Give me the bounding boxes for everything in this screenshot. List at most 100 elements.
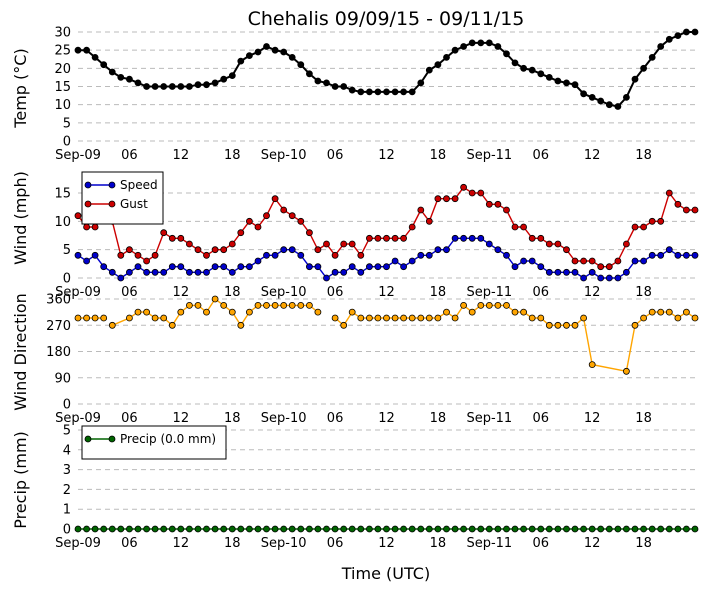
data-point — [245, 263, 253, 271]
data-point — [623, 268, 630, 276]
data-point — [400, 263, 408, 271]
data-point — [691, 525, 699, 533]
data-point — [554, 240, 562, 248]
data-point — [228, 72, 236, 79]
data-point — [177, 263, 185, 271]
data-point — [357, 314, 365, 322]
data-point — [494, 525, 502, 533]
y-axis-label: Wind Direction — [11, 293, 30, 411]
y-tick-label: 25 — [54, 44, 71, 59]
data-point — [511, 525, 519, 533]
data-point — [228, 240, 236, 248]
legend-marker — [84, 200, 92, 208]
x-tick-label: 18 — [635, 536, 652, 551]
data-point — [297, 251, 305, 259]
data-point — [434, 195, 442, 203]
y-tick-label: 1 — [63, 503, 71, 518]
data-point — [134, 79, 142, 87]
data-point — [91, 223, 99, 231]
data-point — [511, 223, 519, 231]
x-tick-label: 12 — [173, 536, 190, 551]
y-tick-label: 3 — [63, 463, 71, 478]
data-point — [417, 314, 425, 322]
y-axis-label: Precip (mm) — [11, 431, 30, 529]
data-point — [520, 257, 527, 265]
data-point — [451, 525, 459, 533]
data-point — [571, 268, 579, 276]
data-point — [151, 83, 159, 90]
data-point — [194, 301, 202, 309]
data-point — [160, 268, 168, 276]
y-tick-label: 0 — [63, 398, 71, 413]
data-point — [365, 314, 373, 322]
data-point — [614, 274, 622, 282]
data-point — [443, 308, 450, 316]
data-point — [151, 525, 159, 533]
data-point — [280, 301, 288, 309]
x-tick-label: 18 — [224, 148, 241, 163]
data-point — [400, 88, 408, 96]
x-tick-label: 18 — [224, 285, 241, 300]
data-point — [597, 97, 605, 105]
panel-3: Wind Direction 0 90 180 270 360 Sep-09 06 12 18 Se… — [11, 293, 699, 426]
panel-1: Temp (°C) 0 5 10 15 20 25 30 Sep-09 06 12 18 Sep-10 0… — [11, 26, 699, 163]
data-point — [597, 274, 605, 282]
legend-label: Precip (0.0 mm) — [120, 432, 216, 446]
data-point — [160, 229, 168, 237]
legend-label: Speed — [120, 178, 158, 192]
data-point — [468, 189, 476, 197]
data-point — [563, 268, 570, 276]
data-point — [425, 217, 433, 225]
chart-title: Chehalis 09/09/15 - 09/11/15 — [248, 8, 525, 30]
data-point — [228, 308, 236, 316]
data-point — [117, 251, 125, 259]
data-point — [683, 251, 690, 259]
data-point — [263, 301, 270, 309]
data-point — [160, 314, 168, 322]
x-tick-label: 12 — [378, 536, 395, 551]
data-point — [237, 263, 245, 271]
data-point — [614, 103, 622, 110]
y-tick-label: 4 — [63, 443, 71, 458]
data-point — [605, 263, 613, 271]
data-point — [305, 263, 313, 271]
data-point — [125, 246, 133, 254]
data-point — [588, 525, 596, 533]
data-point — [314, 77, 322, 85]
x-tick-label: 12 — [378, 411, 395, 426]
data-point — [297, 525, 305, 533]
data-point — [357, 268, 365, 276]
series-line — [74, 295, 699, 375]
data-point — [683, 206, 690, 214]
x-tick-label: Sep-11 — [466, 148, 512, 163]
data-point — [288, 212, 296, 220]
data-point — [108, 68, 116, 76]
data-point — [143, 268, 151, 276]
data-point — [348, 86, 356, 94]
data-point — [460, 234, 468, 242]
data-point — [545, 240, 553, 248]
data-point — [400, 234, 408, 242]
data-point — [271, 301, 279, 309]
data-point — [425, 251, 433, 259]
data-point — [391, 234, 399, 242]
data-point — [151, 268, 159, 276]
data-point — [194, 525, 202, 533]
data-point — [374, 234, 382, 242]
x-tick-label: 18 — [635, 285, 652, 300]
data-point — [631, 321, 639, 329]
data-point — [691, 251, 699, 259]
x-tick-label: Sep-10 — [261, 536, 307, 551]
data-point — [571, 321, 579, 329]
data-point — [383, 525, 390, 533]
legend-marker — [108, 181, 116, 189]
data-point — [554, 77, 562, 85]
data-point — [74, 314, 82, 322]
y-tick-label: 0 — [63, 135, 71, 150]
data-point — [674, 200, 682, 208]
y-tick-label: 5 — [63, 424, 71, 439]
data-point — [245, 525, 253, 533]
legend: Speed Gust — [81, 171, 164, 225]
